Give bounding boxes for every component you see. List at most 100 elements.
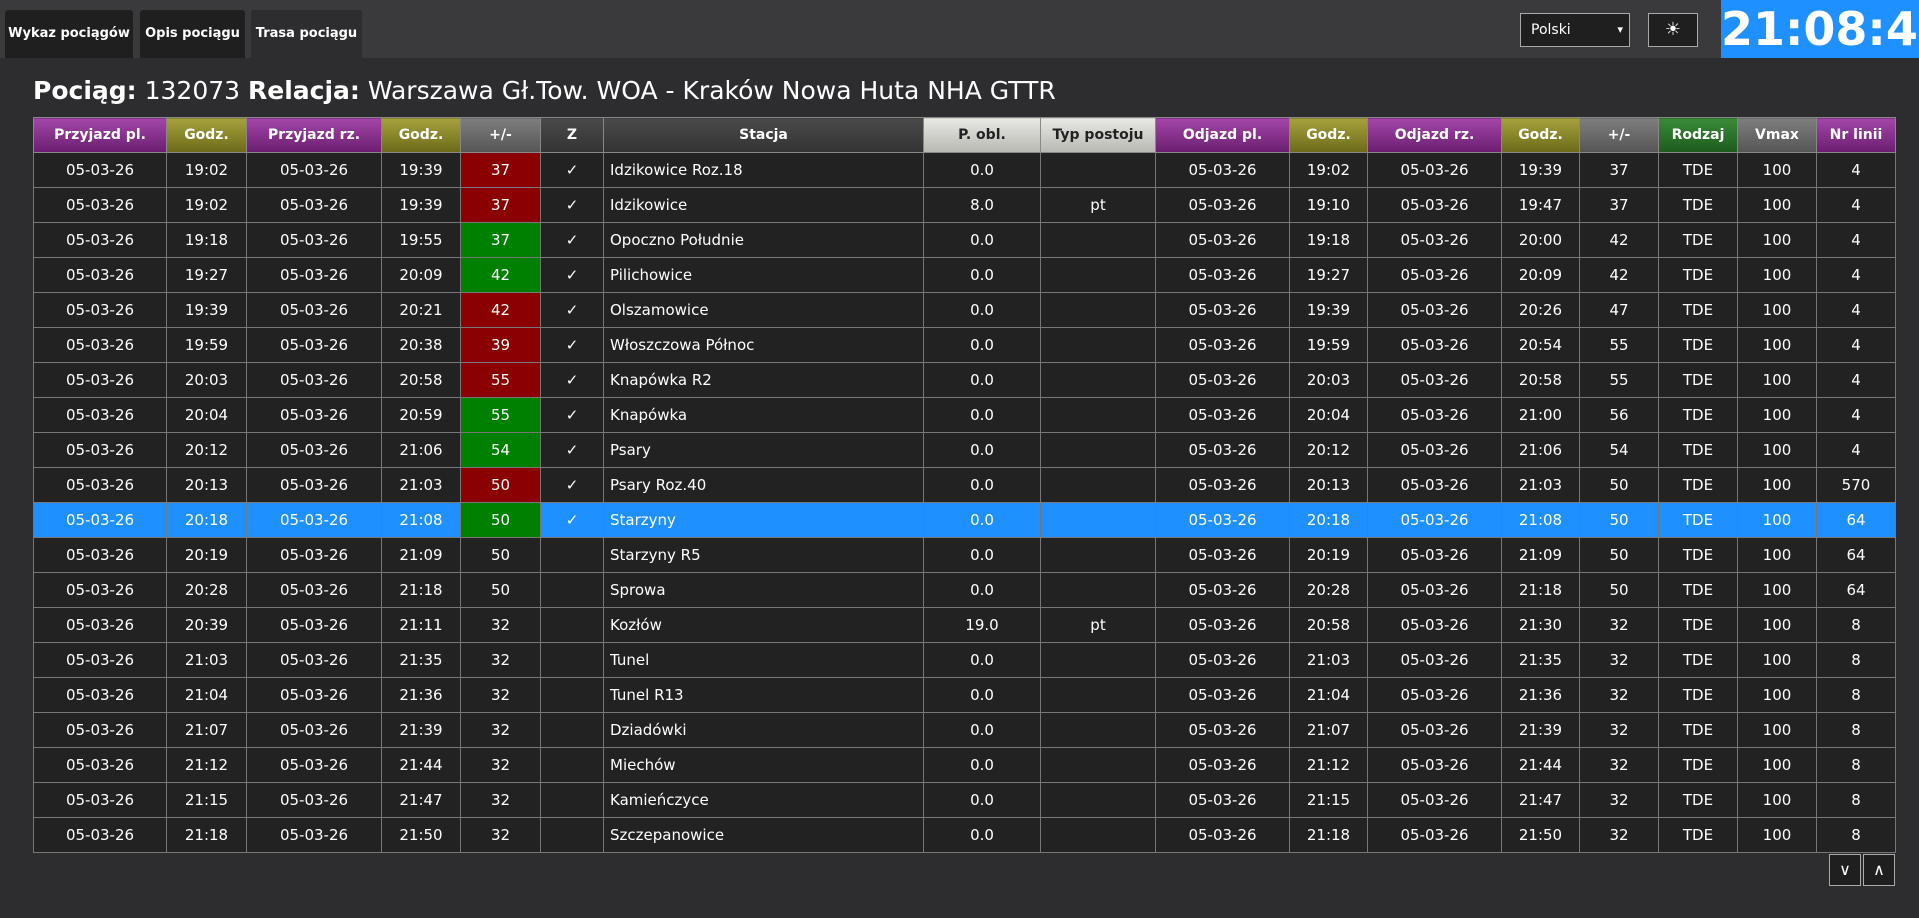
route-row[interactable]: 05-03-26 21:18 05-03-26 21:50 32 Szczepanowic… [33, 817, 1896, 853]
actual-arrival-time: 21:44 [381, 747, 461, 783]
planned-arrival-date: 05-03-26 [33, 362, 167, 398]
route-row[interactable]: 05-03-26 19:27 05-03-26 20:09 42 ✓ Pilichowice… [33, 257, 1896, 293]
arrival-delay: 37 [460, 222, 541, 258]
train-kind: TDE [1658, 782, 1738, 818]
arrival-delay: 50 [460, 572, 541, 608]
column-header[interactable]: Stacja [603, 117, 924, 153]
column-header[interactable]: Typ postoju [1040, 117, 1156, 153]
planned-arrival-time: 21:12 [166, 747, 247, 783]
column-header[interactable]: P. obl. [923, 117, 1041, 153]
arrival-delay: 32 [460, 817, 541, 853]
actual-arrival-date: 05-03-26 [246, 782, 382, 818]
arrival-delay: 39 [460, 327, 541, 363]
station: Idzikowice [603, 187, 924, 223]
confirmed [540, 782, 604, 818]
tab[interactable]: Opis pociągu [140, 10, 245, 58]
route-row[interactable]: 05-03-26 20:13 05-03-26 21:03 50 ✓ Psary Roz.4… [33, 467, 1896, 503]
station: Sprowa [603, 572, 924, 608]
column-header[interactable]: Godz. [1289, 117, 1368, 153]
column-header[interactable]: Rodzaj [1658, 117, 1738, 153]
column-header[interactable]: +/- [460, 117, 541, 153]
planned-arrival-date: 05-03-26 [33, 292, 167, 328]
route-row[interactable]: 05-03-26 19:39 05-03-26 20:21 42 ✓ Olszamowice… [33, 292, 1896, 328]
confirmed: ✓ [540, 222, 604, 258]
arrival-delay: 50 [460, 502, 541, 538]
planned-departure-date: 05-03-26 [1155, 432, 1290, 468]
planned-departure-date: 05-03-26 [1155, 712, 1290, 748]
actual-arrival-date: 05-03-26 [246, 712, 382, 748]
route-row[interactable]: 05-03-26 21:12 05-03-26 21:44 32 Miechów 0.0 05… [33, 747, 1896, 783]
route-row[interactable]: 05-03-26 21:07 05-03-26 21:39 32 Dziadówki 0.0… [33, 712, 1896, 748]
route-row[interactable]: 05-03-26 20:39 05-03-26 21:11 32 Kozłów 19.0 pt… [33, 607, 1896, 643]
route-row[interactable]: 05-03-26 20:19 05-03-26 21:09 50 Starzyny R5 0… [33, 537, 1896, 573]
planned-arrival-date: 05-03-26 [33, 572, 167, 608]
column-header[interactable]: Przyjazd pl. [33, 117, 167, 153]
column-header[interactable]: Nr linii [1816, 117, 1896, 153]
header-row: Przyjazd pl. Godz. Przyjazd rz. Godz. +/- Z St… [33, 117, 1896, 153]
planned-departure-time: 19:10 [1289, 187, 1368, 223]
departure-delay: 50 [1579, 572, 1659, 608]
route-row[interactable]: 05-03-26 19:02 05-03-26 19:39 37 ✓ Idzikowice … [33, 152, 1896, 188]
route-row[interactable]: 05-03-26 20:03 05-03-26 20:58 55 ✓ Knapówka R2… [33, 362, 1896, 398]
route-row[interactable]: 05-03-26 21:04 05-03-26 21:36 32 Tunel R13 0.0… [33, 677, 1896, 713]
column-header[interactable]: Godz. [1501, 117, 1580, 153]
confirmed [540, 537, 604, 573]
tab[interactable]: Trasa pociągu [251, 10, 362, 58]
line-number: 64 [1816, 572, 1896, 608]
scroll-button[interactable]: ∨ [1829, 854, 1861, 886]
tab[interactable]: Wykaz pociągów [5, 10, 133, 58]
route-row[interactable]: 05-03-26 21:15 05-03-26 21:47 32 Kamieńczyce 0… [33, 782, 1896, 818]
actual-arrival-time: 21:09 [381, 537, 461, 573]
stop-time: 0.0 [923, 537, 1041, 573]
actual-departure-time: 21:44 [1501, 747, 1580, 783]
planned-departure-time: 21:03 [1289, 642, 1368, 678]
column-header[interactable]: +/- [1579, 117, 1659, 153]
scroll-button[interactable]: ∧ [1863, 854, 1895, 886]
station: Starzyny R5 [603, 537, 924, 573]
route-row[interactable]: 05-03-26 21:03 05-03-26 21:35 32 Tunel 0.0 05-0… [33, 642, 1896, 678]
route-row[interactable]: 05-03-26 19:18 05-03-26 19:55 37 ✓ Opoczno Poł… [33, 222, 1896, 258]
train-kind: TDE [1658, 607, 1738, 643]
confirmed [540, 817, 604, 853]
planned-arrival-date: 05-03-26 [33, 432, 167, 468]
route-row[interactable]: 05-03-26 19:59 05-03-26 20:38 39 ✓ Włoszczowa … [33, 327, 1896, 363]
arrival-delay: 50 [460, 467, 541, 503]
column-header[interactable]: Odjazd pl. [1155, 117, 1290, 153]
planned-departure-date: 05-03-26 [1155, 502, 1290, 538]
departure-delay: 32 [1579, 607, 1659, 643]
stop-type [1040, 292, 1156, 328]
actual-arrival-date: 05-03-26 [246, 747, 382, 783]
vmax: 100 [1737, 187, 1817, 223]
column-header[interactable]: Przyjazd rz. [246, 117, 382, 153]
planned-arrival-time: 20:28 [166, 572, 247, 608]
route-row[interactable]: 05-03-26 19:02 05-03-26 19:39 37 ✓ Idzikowice 8… [33, 187, 1896, 223]
confirmed [540, 677, 604, 713]
actual-departure-date: 05-03-26 [1367, 607, 1502, 643]
planned-arrival-date: 05-03-26 [33, 782, 167, 818]
route-row[interactable]: 05-03-26 20:28 05-03-26 21:18 50 Sprowa 0.0 05-… [33, 572, 1896, 608]
line-number: 4 [1816, 292, 1896, 328]
actual-arrival-time: 19:39 [381, 152, 461, 188]
actual-arrival-date: 05-03-26 [246, 677, 382, 713]
column-header[interactable]: Godz. [166, 117, 247, 153]
line-number: 4 [1816, 362, 1896, 398]
station: Psary [603, 432, 924, 468]
arrival-delay: 42 [460, 257, 541, 293]
route-row[interactable]: 05-03-26 20:04 05-03-26 20:59 55 ✓ Knapówka 0.0… [33, 397, 1896, 433]
confirmed [540, 607, 604, 643]
column-header[interactable]: Vmax [1737, 117, 1817, 153]
column-header[interactable]: Z [540, 117, 604, 153]
planned-arrival-date: 05-03-26 [33, 607, 167, 643]
column-header[interactable]: Odjazd rz. [1367, 117, 1502, 153]
language-select[interactable]: Polski [1520, 13, 1630, 47]
departure-delay: 55 [1579, 327, 1659, 363]
theme-button[interactable]: ☀ [1648, 13, 1698, 47]
planned-arrival-time: 20:13 [166, 467, 247, 503]
train-kind: TDE [1658, 817, 1738, 853]
column-header[interactable]: Godz. [381, 117, 461, 153]
route-row[interactable]: 05-03-26 20:18 05-03-26 21:08 50 ✓ Starzyny 0.0… [33, 502, 1896, 538]
line-number: 8 [1816, 712, 1896, 748]
route-row[interactable]: 05-03-26 20:12 05-03-26 21:06 54 ✓ Psary 0.0 05-… [33, 432, 1896, 468]
